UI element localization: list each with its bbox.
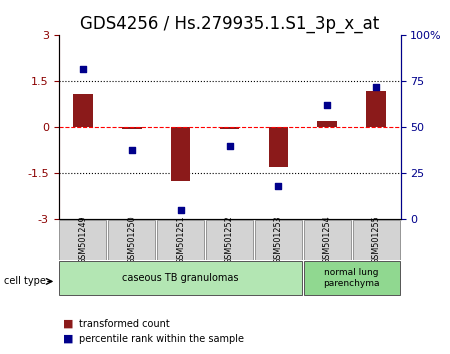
Text: caseous TB granulomas: caseous TB granulomas [122,273,239,283]
Point [226,143,233,149]
Text: GSM501253: GSM501253 [274,216,283,264]
Point [177,207,184,213]
Point [128,147,135,152]
Text: transformed count: transformed count [79,319,170,329]
Text: GSM501255: GSM501255 [372,216,381,264]
FancyBboxPatch shape [59,261,302,295]
Text: ■: ■ [63,319,73,329]
Bar [171,127,190,181]
FancyBboxPatch shape [206,220,253,260]
FancyBboxPatch shape [255,220,302,260]
Text: cell type: cell type [4,276,46,286]
Text: GSM501252: GSM501252 [225,216,234,264]
Bar [269,127,288,167]
Point [373,84,380,90]
FancyBboxPatch shape [304,220,351,260]
Title: GDS4256 / Hs.279935.1.S1_3p_x_at: GDS4256 / Hs.279935.1.S1_3p_x_at [80,15,379,33]
Bar [220,127,239,129]
Point [324,103,331,108]
FancyBboxPatch shape [304,261,400,295]
Text: normal lung
parenchyma: normal lung parenchyma [324,268,380,287]
Text: GSM501254: GSM501254 [323,216,332,264]
FancyBboxPatch shape [108,220,155,260]
FancyBboxPatch shape [157,220,204,260]
FancyBboxPatch shape [353,220,400,260]
Bar [366,91,386,127]
Text: GSM501251: GSM501251 [176,216,185,264]
Text: GSM501249: GSM501249 [78,216,87,264]
Text: percentile rank within the sample: percentile rank within the sample [79,334,244,344]
Bar [73,94,93,127]
FancyBboxPatch shape [59,220,106,260]
Bar [122,127,142,129]
Point [79,66,86,72]
Text: ■: ■ [63,334,73,344]
Point [275,183,282,189]
Bar [317,121,337,127]
Text: GSM501250: GSM501250 [127,216,136,264]
